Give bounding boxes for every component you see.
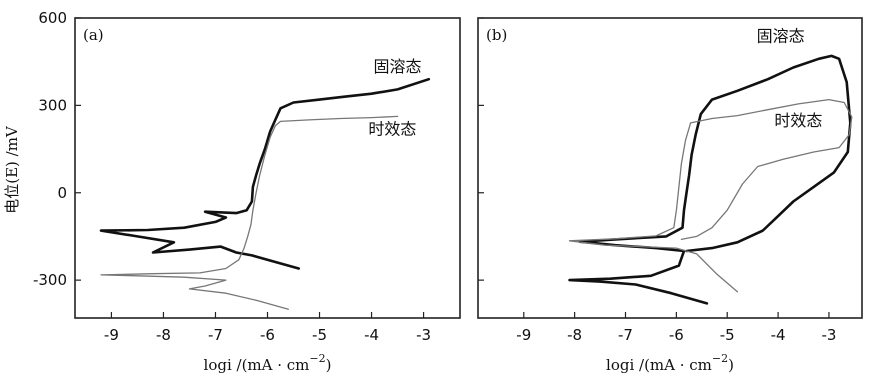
y-axis-title: 电位(E) /mV bbox=[3, 125, 21, 214]
panel-label: (a) bbox=[83, 26, 104, 44]
x-tick-label: -8 bbox=[567, 326, 582, 344]
x-tick-label: -3 bbox=[821, 326, 836, 344]
x-tick-label: -9 bbox=[104, 326, 119, 344]
series-line-aged bbox=[100, 115, 399, 310]
y-tick-label: 600 bbox=[38, 9, 67, 27]
series-annotation: 时效态 bbox=[368, 120, 416, 139]
x-tick-label: -6 bbox=[669, 326, 684, 344]
y-tick-label: 0 bbox=[57, 184, 67, 202]
panel-label: (b) bbox=[486, 26, 507, 44]
series-line-solution bbox=[568, 54, 852, 305]
x-tick-label: -4 bbox=[771, 326, 786, 344]
x-tick-label: -7 bbox=[618, 326, 633, 344]
x-tick-label: -7 bbox=[208, 326, 223, 344]
x-tick-label: -5 bbox=[720, 326, 735, 344]
x-tick-label: -9 bbox=[516, 326, 531, 344]
x-tick-label: -5 bbox=[312, 326, 327, 344]
x-tick-label: -3 bbox=[416, 326, 431, 344]
x-axis-title: logi /(mA · cm−2) bbox=[204, 352, 332, 374]
plot-frame bbox=[477, 17, 863, 319]
series-line-solution bbox=[99, 77, 431, 270]
x-tick-label: -6 bbox=[260, 326, 275, 344]
series-annotation: 固溶态 bbox=[757, 26, 805, 45]
x-axis-title: logi /(mA · cm−2) bbox=[606, 352, 734, 374]
y-tick-label: -300 bbox=[33, 271, 67, 289]
x-tick-label: -4 bbox=[364, 326, 379, 344]
x-tick-label: -8 bbox=[156, 326, 171, 344]
y-tick-label: 300 bbox=[38, 96, 67, 114]
series-annotation: 时效态 bbox=[774, 111, 822, 130]
series-annotation: 固溶态 bbox=[374, 57, 422, 76]
series-line-aged bbox=[568, 98, 853, 293]
